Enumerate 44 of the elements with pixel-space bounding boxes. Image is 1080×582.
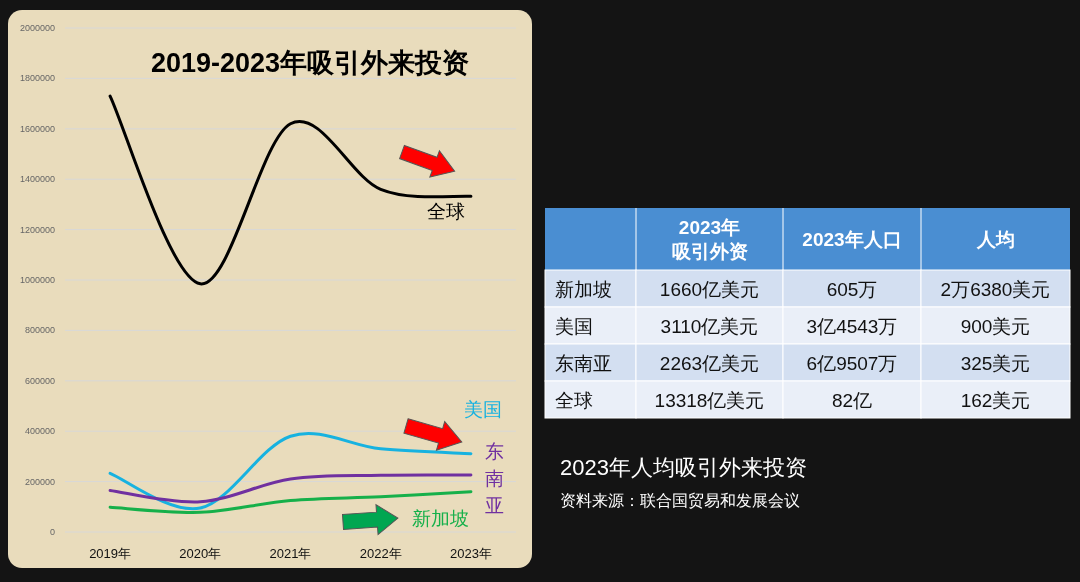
text: 1660亿美元 xyxy=(659,278,760,300)
category-label: 2023年吸引外资 xyxy=(671,217,748,262)
text: 162美元 xyxy=(960,389,1031,411)
text: 3110亿美元 xyxy=(660,315,759,337)
text: 2263亿美元 xyxy=(659,352,760,374)
category-label: 人均 xyxy=(975,229,1015,250)
text: 900美元 xyxy=(960,315,1031,337)
text: 605万 xyxy=(826,278,878,300)
y-tick-label: 800000 xyxy=(24,325,55,336)
text: 3亿4543万 xyxy=(806,315,898,337)
x-tick-label: 2019年 xyxy=(89,546,132,561)
y-tick-label: 200000 xyxy=(24,476,55,487)
category-label: 东南亚 xyxy=(555,352,612,374)
y-tick-label: 1200000 xyxy=(19,224,55,235)
text: 325美元 xyxy=(960,352,1031,374)
line-series xyxy=(108,94,473,286)
x-tick-label: 2020年 xyxy=(179,546,222,561)
text: 2019-2023年吸引外来投资 xyxy=(150,48,470,78)
text: 82亿 xyxy=(831,389,873,411)
category-label: 新加坡 xyxy=(555,278,612,300)
text: 2023年人均吸引外来投资 xyxy=(560,455,807,480)
y-tick-label: 600000 xyxy=(24,375,55,386)
y-tick-label: 400000 xyxy=(24,426,55,437)
text: 6亿9507万 xyxy=(806,352,898,374)
series-label: 全球 xyxy=(426,201,465,223)
y-tick-label: 1000000 xyxy=(19,275,55,285)
text: 资料来源：联合国贸易和发展会议 xyxy=(560,492,800,509)
text: 2万6380美元 xyxy=(940,278,1051,300)
y-tick-label: 1400000 xyxy=(19,174,55,185)
series-label: 美国 xyxy=(463,398,502,420)
series-label: 新加坡 xyxy=(412,507,470,529)
line-series xyxy=(108,473,473,504)
y-tick-label: 0 xyxy=(49,527,55,537)
category-label: 2023年人口 xyxy=(802,229,902,250)
category-label: 全球 xyxy=(555,389,593,411)
x-tick-label: 2021年 xyxy=(269,546,312,561)
text: 13318亿美元 xyxy=(654,389,765,411)
y-tick-label: 2000000 xyxy=(19,23,55,33)
x-tick-label: 2023年 xyxy=(449,546,492,561)
series-label: 东南亚 xyxy=(485,441,505,517)
y-tick-label: 1600000 xyxy=(19,123,55,134)
x-tick-label: 2022年 xyxy=(359,546,402,561)
y-tick-label: 1800000 xyxy=(19,73,55,84)
category-label: 美国 xyxy=(555,315,593,337)
